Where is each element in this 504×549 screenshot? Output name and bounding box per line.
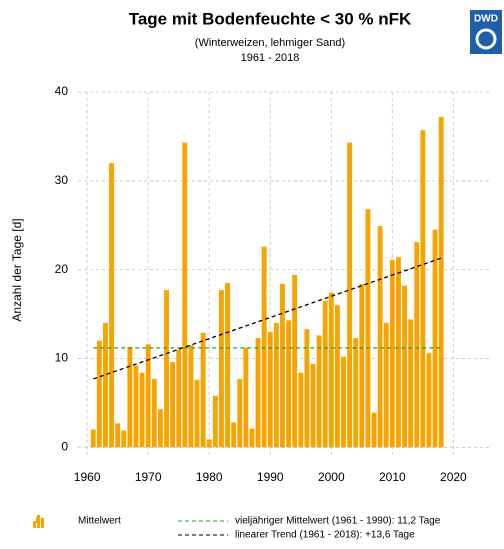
bar	[426, 353, 432, 448]
bar	[127, 346, 133, 448]
bar	[231, 422, 237, 448]
y-tick-label: 30	[55, 173, 69, 187]
x-tick-label: 1970	[135, 470, 162, 484]
bar	[96, 340, 102, 448]
x-tick-label: 2020	[440, 470, 467, 484]
bar	[109, 163, 115, 448]
bar	[267, 331, 273, 448]
logo-text: DWD	[474, 14, 498, 25]
legend-label: Mittelwert	[78, 516, 121, 527]
bar	[115, 423, 121, 448]
y-tick-label: 40	[55, 84, 69, 98]
bar	[170, 362, 176, 448]
bar	[151, 378, 157, 448]
bar	[103, 322, 108, 448]
bar	[200, 332, 206, 448]
bar	[389, 259, 395, 448]
y-tick-label: 0	[61, 440, 68, 454]
y-tick-label: 10	[55, 351, 69, 365]
bar	[157, 409, 163, 448]
bar	[341, 356, 346, 448]
bar	[261, 246, 267, 448]
bar	[420, 130, 426, 448]
legend-bar-icon	[33, 521, 36, 528]
bar	[188, 345, 194, 448]
bar	[164, 290, 169, 448]
bar	[225, 282, 230, 448]
bar	[273, 322, 279, 448]
bar	[402, 285, 407, 448]
bar	[237, 378, 243, 448]
x-tick-label: 1960	[74, 470, 101, 484]
x-tick-label: 1980	[196, 470, 223, 484]
bar	[304, 329, 310, 448]
bar	[145, 344, 151, 448]
bar	[408, 319, 414, 448]
y-axis-label: Anzahl der Tage [d]	[10, 218, 24, 321]
bar	[206, 439, 212, 448]
bar	[414, 242, 420, 448]
bar	[347, 142, 353, 448]
chart-title: Tage mit Bodenfeuchte < 30 % nFK	[129, 9, 412, 28]
bar	[218, 290, 224, 448]
bar	[194, 379, 200, 448]
chart-period: 1961 - 2018	[241, 52, 300, 64]
bar	[377, 226, 383, 448]
bar	[243, 347, 249, 448]
bar	[438, 116, 444, 448]
bar	[383, 322, 389, 448]
bar	[121, 430, 127, 448]
bar	[432, 229, 438, 448]
bar	[371, 412, 377, 448]
bar	[310, 363, 316, 448]
bar	[249, 428, 255, 448]
x-tick-label: 1990	[257, 470, 284, 484]
bar	[396, 257, 401, 448]
legend-bar-icon	[37, 515, 40, 528]
bar	[316, 335, 322, 448]
y-tick-label: 20	[55, 262, 69, 276]
trend-line	[93, 257, 442, 380]
bar	[298, 372, 304, 448]
legend-bar-icon	[41, 518, 44, 528]
bar	[139, 372, 145, 448]
bar	[90, 429, 96, 448]
bar	[328, 292, 334, 448]
bar	[255, 338, 261, 448]
bar	[292, 275, 298, 448]
legend-mean-label: vieljähriger Mittelwert (1961 - 1990): 1…	[235, 516, 441, 527]
bar	[212, 395, 218, 448]
bar	[133, 365, 139, 448]
bar	[353, 338, 359, 448]
bar	[176, 349, 182, 448]
x-tick-label: 2010	[379, 470, 406, 484]
x-tick-label: 2000	[318, 470, 345, 484]
bar	[365, 209, 371, 448]
chart-subtitle: (Winterweizen, lehmiger Sand)	[195, 37, 345, 49]
bar	[359, 283, 365, 448]
bar	[286, 320, 292, 448]
legend-trend-label: linearer Trend (1961 - 2018): +13,6 Tage	[235, 530, 415, 541]
bar	[334, 305, 340, 448]
logo-swirl	[475, 28, 497, 50]
bar	[182, 142, 188, 448]
bar	[322, 300, 328, 448]
bar	[280, 283, 285, 448]
